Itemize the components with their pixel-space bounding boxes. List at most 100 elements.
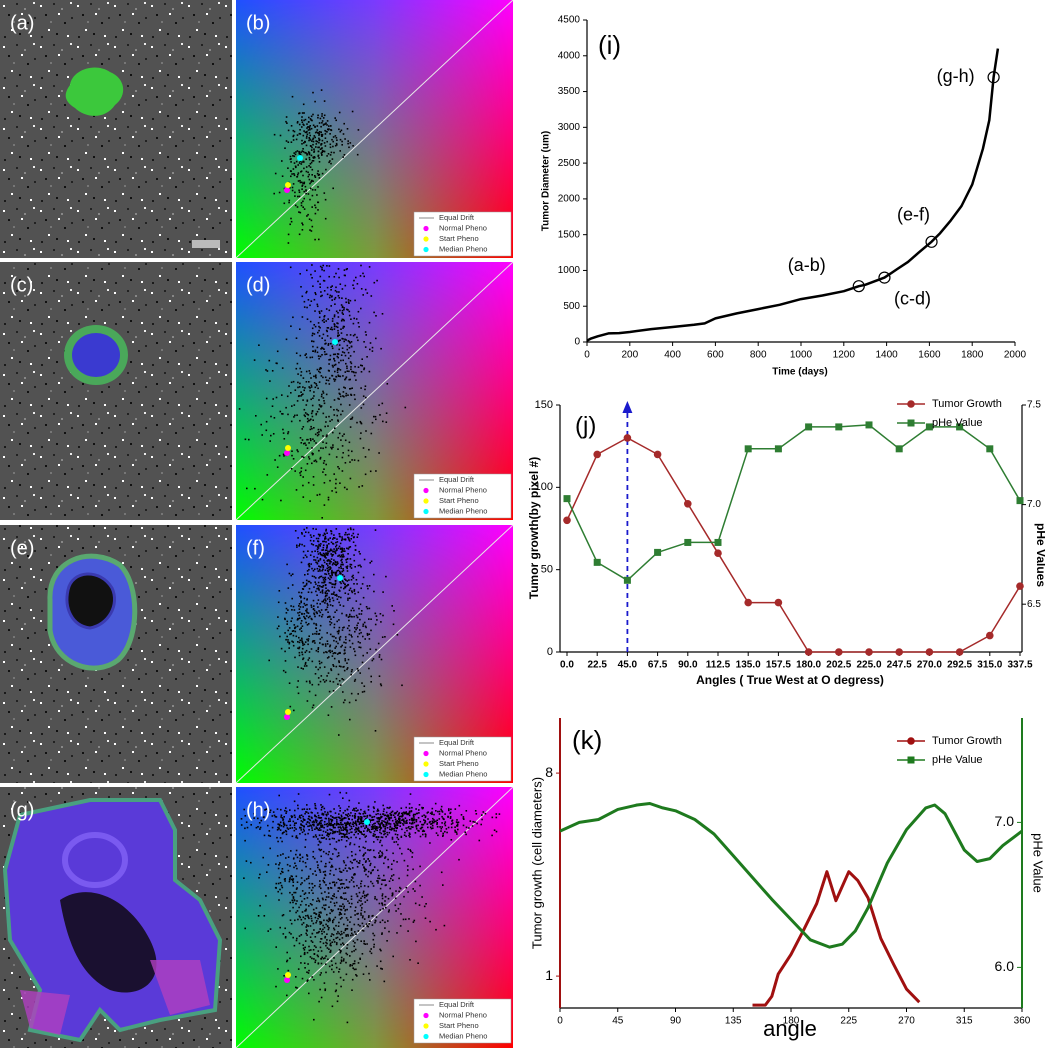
cell-dot [326, 590, 328, 592]
cell-dot [336, 902, 338, 904]
cell-dot [390, 878, 392, 880]
cell-dot [296, 938, 298, 940]
cell-dot [310, 188, 312, 190]
cell-dot [418, 817, 420, 819]
x-tick-label: 270.0 [917, 660, 942, 671]
cell-dot [293, 458, 295, 460]
cell-dot [323, 943, 325, 945]
cell-dot [333, 681, 335, 683]
cell-dot [326, 680, 328, 682]
cell-dot [304, 962, 306, 964]
cell-dot [373, 811, 375, 813]
cell-dot [364, 389, 366, 391]
cell-dot [305, 618, 307, 620]
cell-dot [380, 950, 382, 952]
cell-dot [296, 139, 298, 141]
cell-dot [307, 573, 309, 575]
cell-dot [395, 830, 397, 832]
cell-dot [313, 559, 315, 561]
cell-dot [379, 824, 381, 826]
cell-dot [340, 376, 342, 378]
cell-dot [368, 809, 370, 811]
cell-dot [283, 455, 285, 457]
cell-dot [306, 145, 308, 147]
cell-dot [312, 397, 314, 399]
cell-dot [318, 950, 320, 952]
cell-dot [379, 675, 381, 677]
cell-dot [371, 433, 373, 435]
cell-dot [358, 846, 360, 848]
cell-dot [307, 897, 309, 899]
cell-dot [326, 547, 328, 549]
cell-dot [336, 291, 338, 293]
cell-dot [278, 864, 280, 866]
cell-dot [391, 875, 393, 877]
cell-dot [344, 810, 346, 812]
cell-dot [409, 832, 411, 834]
cell-dot [339, 792, 341, 794]
cell-dot [349, 719, 351, 721]
cell-dot [317, 585, 319, 587]
cell-dot [284, 147, 286, 149]
cell-dot [437, 820, 439, 822]
cell-dot [323, 579, 325, 581]
cell-dot [322, 837, 324, 839]
cell-dot [414, 920, 416, 922]
cell-dot [380, 814, 382, 816]
cell-dot [388, 898, 390, 900]
cell-dot [385, 884, 387, 886]
cell-dot [481, 819, 483, 821]
cell-dot [291, 618, 293, 620]
cell-dot [312, 405, 314, 407]
cell-dot [337, 890, 339, 892]
cell-dot [374, 827, 376, 829]
cell-dot [373, 416, 375, 418]
cell-dot [315, 583, 317, 585]
cell-dot [339, 652, 341, 654]
phenotype-point [284, 450, 290, 456]
cell-dot [297, 164, 299, 166]
cell-dot [309, 125, 311, 127]
cell-dot [401, 685, 403, 687]
cell-dot [401, 816, 403, 818]
cell-dot [330, 576, 332, 578]
cell-dot [325, 904, 327, 906]
cell-dot [294, 624, 296, 626]
cell-dot [380, 840, 382, 842]
cell-dot [333, 808, 335, 810]
cell-dot [298, 693, 300, 695]
cell-dot [363, 858, 365, 860]
cell-dot [366, 923, 368, 925]
cell-dot [350, 616, 352, 618]
phenotype-point [332, 339, 338, 345]
cell-dot [330, 305, 332, 307]
cell-dot [369, 585, 371, 587]
cell-dot [396, 861, 398, 863]
cell-dot [320, 558, 322, 560]
cell-dot [281, 885, 283, 887]
cell-dot [350, 964, 352, 966]
cell-dot [479, 840, 481, 842]
cell-dot [380, 961, 382, 963]
cell-dot [439, 826, 441, 828]
cell-dot [342, 903, 344, 905]
cell-dot [413, 921, 415, 923]
cell-dot [336, 897, 338, 899]
cell-dot [348, 547, 350, 549]
cell-dot [308, 591, 310, 593]
cell-dot [333, 593, 335, 595]
cell-dot [330, 935, 332, 937]
cell-dot [324, 837, 326, 839]
cell-dot [345, 285, 347, 287]
cell-dot [346, 376, 348, 378]
cell-dot [333, 817, 335, 819]
cell-dot [399, 887, 401, 889]
cell-dot [290, 605, 292, 607]
cell-dot [290, 825, 292, 827]
cell-dot [307, 400, 309, 402]
cell-dot [297, 881, 299, 883]
cell-dot [329, 650, 331, 652]
cell-dot [327, 829, 329, 831]
cell-dot [389, 819, 391, 821]
cell-dot [309, 825, 311, 827]
